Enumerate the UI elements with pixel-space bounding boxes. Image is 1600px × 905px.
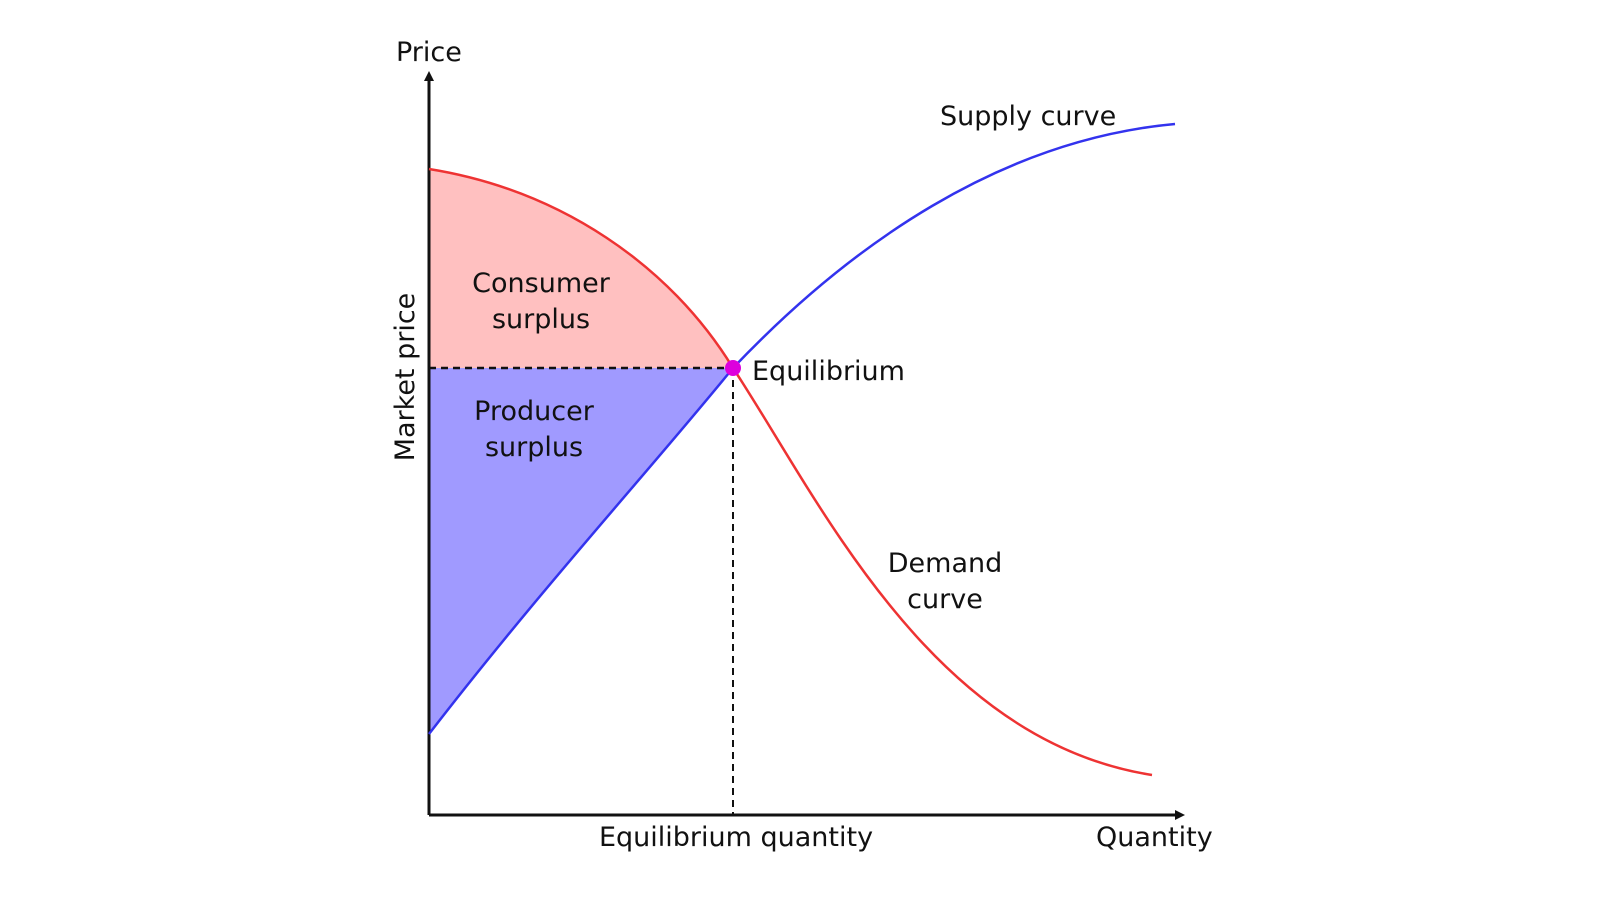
price-axis-label: Price xyxy=(396,37,462,68)
producer-surplus-label-line2: surplus xyxy=(485,432,583,463)
producer-surplus-label-line1: Producer xyxy=(474,396,595,427)
supply-curve-label: Supply curve xyxy=(940,101,1116,132)
quantity-axis-label: Quantity xyxy=(1096,822,1213,853)
equilibrium-point-label: Equilibrium xyxy=(752,356,905,387)
consumer-surplus-area xyxy=(429,169,733,368)
demand-curve-label-line1: Demand xyxy=(888,548,1003,579)
demand-curve-line xyxy=(428,167,1153,777)
demand-curve-label-line2: curve xyxy=(907,584,983,615)
consumer-surplus-label-line2: surplus xyxy=(492,304,590,335)
producer-surplus-area xyxy=(429,368,733,734)
market-price-axis-label: Market price xyxy=(390,293,421,462)
consumer-surplus-label-line1: Consumer xyxy=(472,268,611,299)
equilibrium-quantity-label: Equilibrium quantity xyxy=(599,822,873,853)
equilibrium-dot xyxy=(725,360,741,376)
